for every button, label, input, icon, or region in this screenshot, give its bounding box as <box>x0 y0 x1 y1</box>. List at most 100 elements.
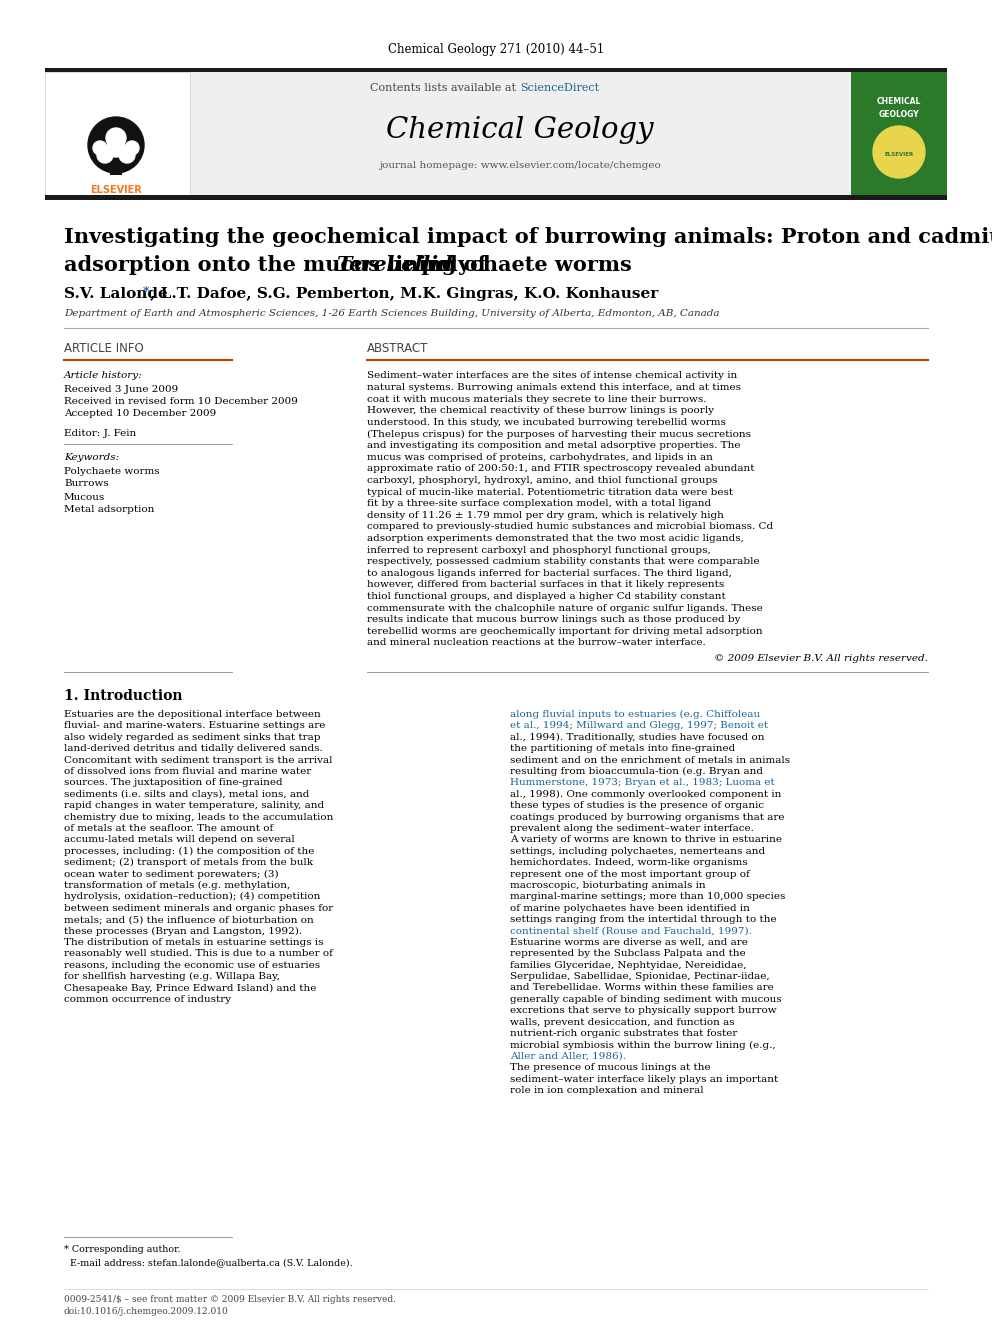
Text: E-mail address: stefan.lalonde@ualberta.ca (S.V. Lalonde).: E-mail address: stefan.lalonde@ualberta.… <box>64 1258 352 1267</box>
Text: adsorption experiments demonstrated that the two most acidic ligands,: adsorption experiments demonstrated that… <box>367 534 744 542</box>
Text: families Glyceridae, Nephtyidae, Nereididae,: families Glyceridae, Nephtyidae, Nereidi… <box>510 960 747 970</box>
Text: The presence of mucous linings at the: The presence of mucous linings at the <box>510 1064 710 1073</box>
Text: to analogous ligands inferred for bacterial surfaces. The third ligand,: to analogous ligands inferred for bacter… <box>367 569 732 578</box>
Circle shape <box>107 139 125 157</box>
Text: inferred to represent carboxyl and phosphoryl functional groups,: inferred to represent carboxyl and phosp… <box>367 545 710 554</box>
Text: al., 1998). One commonly overlooked component in: al., 1998). One commonly overlooked comp… <box>510 790 782 799</box>
Text: ScienceDirect: ScienceDirect <box>520 83 599 93</box>
Text: *: * <box>143 286 149 299</box>
Text: excretions that serve to physically support burrow: excretions that serve to physically supp… <box>510 1007 777 1015</box>
Text: of marine polychaetes have been identified in: of marine polychaetes have been identifi… <box>510 904 750 913</box>
Text: coat it with mucous materials they secrete to line their burrows.: coat it with mucous materials they secre… <box>367 394 706 404</box>
Text: © 2009 Elsevier B.V. All rights reserved.: © 2009 Elsevier B.V. All rights reserved… <box>714 654 928 663</box>
Text: commensurate with the chalcophile nature of organic sulfur ligands. These: commensurate with the chalcophile nature… <box>367 603 763 613</box>
Text: Hummerstone, 1973; Bryan et al., 1983; Luoma et: Hummerstone, 1973; Bryan et al., 1983; L… <box>510 778 775 787</box>
Text: Chemical Geology 271 (2010) 44–51: Chemical Geology 271 (2010) 44–51 <box>388 44 604 57</box>
Text: Aller and Aller, 1986).: Aller and Aller, 1986). <box>510 1052 626 1061</box>
Text: marginal-marine settings; more than 10,000 species: marginal-marine settings; more than 10,0… <box>510 892 786 901</box>
Text: reasons, including the economic use of estuaries: reasons, including the economic use of e… <box>64 960 320 970</box>
Text: represented by the Subclass Palpata and the: represented by the Subclass Palpata and … <box>510 950 746 958</box>
Circle shape <box>119 147 135 163</box>
Text: Department of Earth and Atmospheric Sciences, 1-26 Earth Sciences Building, Univ: Department of Earth and Atmospheric Scie… <box>64 308 719 318</box>
Text: typical of mucin-like material. Potentiometric titration data were best: typical of mucin-like material. Potentio… <box>367 487 733 496</box>
Text: natural systems. Burrowing animals extend this interface, and at times: natural systems. Burrowing animals exten… <box>367 384 741 392</box>
Text: generally capable of binding sediment with mucous: generally capable of binding sediment wi… <box>510 995 782 1004</box>
Text: adsorption onto the mucus lining of: adsorption onto the mucus lining of <box>64 255 494 275</box>
Text: prevalent along the sediment–water interface.: prevalent along the sediment–water inter… <box>510 824 754 833</box>
Text: ARTICLE INFO: ARTICLE INFO <box>64 343 144 356</box>
Text: S.V. Lalonde: S.V. Lalonde <box>64 287 173 302</box>
Text: also widely regarded as sediment sinks that trap: also widely regarded as sediment sinks t… <box>64 733 320 742</box>
Bar <box>45 194 947 200</box>
Text: Polychaete worms: Polychaete worms <box>64 467 160 475</box>
Text: ABSTRACT: ABSTRACT <box>367 343 429 356</box>
Text: Estuaries are the depositional interface between: Estuaries are the depositional interface… <box>64 710 320 718</box>
Text: terebellid worms are geochemically important for driving metal adsorption: terebellid worms are geochemically impor… <box>367 627 763 635</box>
Text: of dissolved ions from fluvial and marine water: of dissolved ions from fluvial and marin… <box>64 767 311 775</box>
Circle shape <box>97 147 113 163</box>
Text: Concomitant with sediment transport is the arrival: Concomitant with sediment transport is t… <box>64 755 332 765</box>
Text: the partitioning of metals into fine-grained: the partitioning of metals into fine-gra… <box>510 744 735 753</box>
Text: et al., 1994; Millward and Glegg, 1997; Benoit et: et al., 1994; Millward and Glegg, 1997; … <box>510 721 768 730</box>
Text: Burrows: Burrows <box>64 479 109 488</box>
Text: fluvial- and marine-waters. Estuarine settings are: fluvial- and marine-waters. Estuarine se… <box>64 721 325 730</box>
Text: CHEMICAL
GEOLOGY: CHEMICAL GEOLOGY <box>877 98 922 119</box>
Text: Serpulidae, Sabellidae, Spionidae, Pectinar-iidae,: Serpulidae, Sabellidae, Spionidae, Pecti… <box>510 972 770 982</box>
Text: thiol functional groups, and displayed a higher Cd stability constant: thiol functional groups, and displayed a… <box>367 591 726 601</box>
Text: understood. In this study, we incubated burrowing terebellid worms: understood. In this study, we incubated … <box>367 418 726 427</box>
Text: these processes (Bryan and Langston, 1992).: these processes (Bryan and Langston, 199… <box>64 926 303 935</box>
Text: Contents lists available at: Contents lists available at <box>370 83 520 93</box>
Text: resulting from bioaccumula-tion (e.g. Bryan and: resulting from bioaccumula-tion (e.g. Br… <box>510 767 763 777</box>
Text: Received in revised form 10 December 2009: Received in revised form 10 December 200… <box>64 397 298 406</box>
Text: , L.T. Dafoe, S.G. Pemberton, M.K. Gingras, K.O. Konhauser: , L.T. Dafoe, S.G. Pemberton, M.K. Gingr… <box>150 287 658 302</box>
Text: these types of studies is the presence of organic: these types of studies is the presence o… <box>510 802 764 810</box>
Text: sediments (i.e. silts and clays), metal ions, and: sediments (i.e. silts and clays), metal … <box>64 790 310 799</box>
Text: common occurrence of industry: common occurrence of industry <box>64 995 231 1004</box>
Text: microbial symbiosis within the burrow lining (e.g.,: microbial symbiosis within the burrow li… <box>510 1040 776 1049</box>
Text: 1. Introduction: 1. Introduction <box>64 689 183 704</box>
Circle shape <box>106 128 126 148</box>
Text: Terebellid: Terebellid <box>336 255 452 275</box>
Text: between sediment minerals and organic phases for: between sediment minerals and organic ph… <box>64 904 333 913</box>
Text: polychaete worms: polychaete worms <box>414 255 632 275</box>
Text: Estuarine worms are diverse as well, and are: Estuarine worms are diverse as well, and… <box>510 938 748 947</box>
Text: rapid changes in water temperature, salinity, and: rapid changes in water temperature, sali… <box>64 802 324 810</box>
Text: processes, including: (1) the composition of the: processes, including: (1) the compositio… <box>64 847 314 856</box>
Text: represent one of the most important group of: represent one of the most important grou… <box>510 869 750 878</box>
Text: carboxyl, phosphoryl, hydroxyl, amino, and thiol functional groups: carboxyl, phosphoryl, hydroxyl, amino, a… <box>367 476 717 486</box>
Text: transformation of metals (e.g. methylation,: transformation of metals (e.g. methylati… <box>64 881 291 890</box>
Text: land-derived detritus and tidally delivered sands.: land-derived detritus and tidally delive… <box>64 744 322 753</box>
Text: compared to previously-studied humic substances and microbial biomass. Cd: compared to previously-studied humic sub… <box>367 523 773 532</box>
Text: sediment and on the enrichment of metals in animals: sediment and on the enrichment of metals… <box>510 755 790 765</box>
Text: walls, prevent desiccation, and function as: walls, prevent desiccation, and function… <box>510 1017 735 1027</box>
Text: sediment; (2) transport of metals from the bulk: sediment; (2) transport of metals from t… <box>64 859 313 867</box>
Text: hydrolysis, oxidation–reduction); (4) competition: hydrolysis, oxidation–reduction); (4) co… <box>64 892 320 901</box>
Text: (Thelepus crispus) for the purposes of harvesting their mucus secretions: (Thelepus crispus) for the purposes of h… <box>367 430 751 438</box>
Text: fit by a three-site surface complexation model, with a total ligand: fit by a three-site surface complexation… <box>367 499 711 508</box>
Text: Metal adsorption: Metal adsorption <box>64 505 155 515</box>
Text: nutrient-rich organic substrates that foster: nutrient-rich organic substrates that fo… <box>510 1029 737 1039</box>
Text: Received 3 June 2009: Received 3 June 2009 <box>64 385 179 393</box>
Text: sediment–water interface likely plays an important: sediment–water interface likely plays an… <box>510 1074 779 1084</box>
Text: and mineral nucleation reactions at the burrow–water interface.: and mineral nucleation reactions at the … <box>367 638 705 647</box>
Text: accumu-lated metals will depend on several: accumu-lated metals will depend on sever… <box>64 835 295 844</box>
Text: The distribution of metals in estuarine settings is: The distribution of metals in estuarine … <box>64 938 323 947</box>
Text: however, differed from bacterial surfaces in that it likely represents: however, differed from bacterial surface… <box>367 581 724 589</box>
Text: Article history:: Article history: <box>64 372 143 381</box>
Text: results indicate that mucous burrow linings such as those produced by: results indicate that mucous burrow lini… <box>367 615 740 624</box>
Bar <box>45 71 190 198</box>
Text: * Corresponding author.: * Corresponding author. <box>64 1245 181 1254</box>
Text: Chesapeake Bay, Prince Edward Island) and the: Chesapeake Bay, Prince Edward Island) an… <box>64 983 316 992</box>
Circle shape <box>88 116 144 173</box>
Bar <box>45 67 947 71</box>
Text: coatings produced by burrowing organisms that are: coatings produced by burrowing organisms… <box>510 812 785 822</box>
Text: settings ranging from the intertidal through to the: settings ranging from the intertidal thr… <box>510 916 777 923</box>
Text: al., 1994). Traditionally, studies have focused on: al., 1994). Traditionally, studies have … <box>510 733 765 742</box>
Text: mucus was comprised of proteins, carbohydrates, and lipids in an: mucus was comprised of proteins, carbohy… <box>367 452 713 462</box>
Text: Editor: J. Fein: Editor: J. Fein <box>64 430 136 438</box>
Text: ELSEVIER: ELSEVIER <box>885 152 914 157</box>
Text: reasonably well studied. This is due to a number of: reasonably well studied. This is due to … <box>64 950 333 958</box>
Bar <box>851 71 947 198</box>
Circle shape <box>93 142 107 155</box>
Text: ocean water to sediment porewaters; (3): ocean water to sediment porewaters; (3) <box>64 869 279 878</box>
